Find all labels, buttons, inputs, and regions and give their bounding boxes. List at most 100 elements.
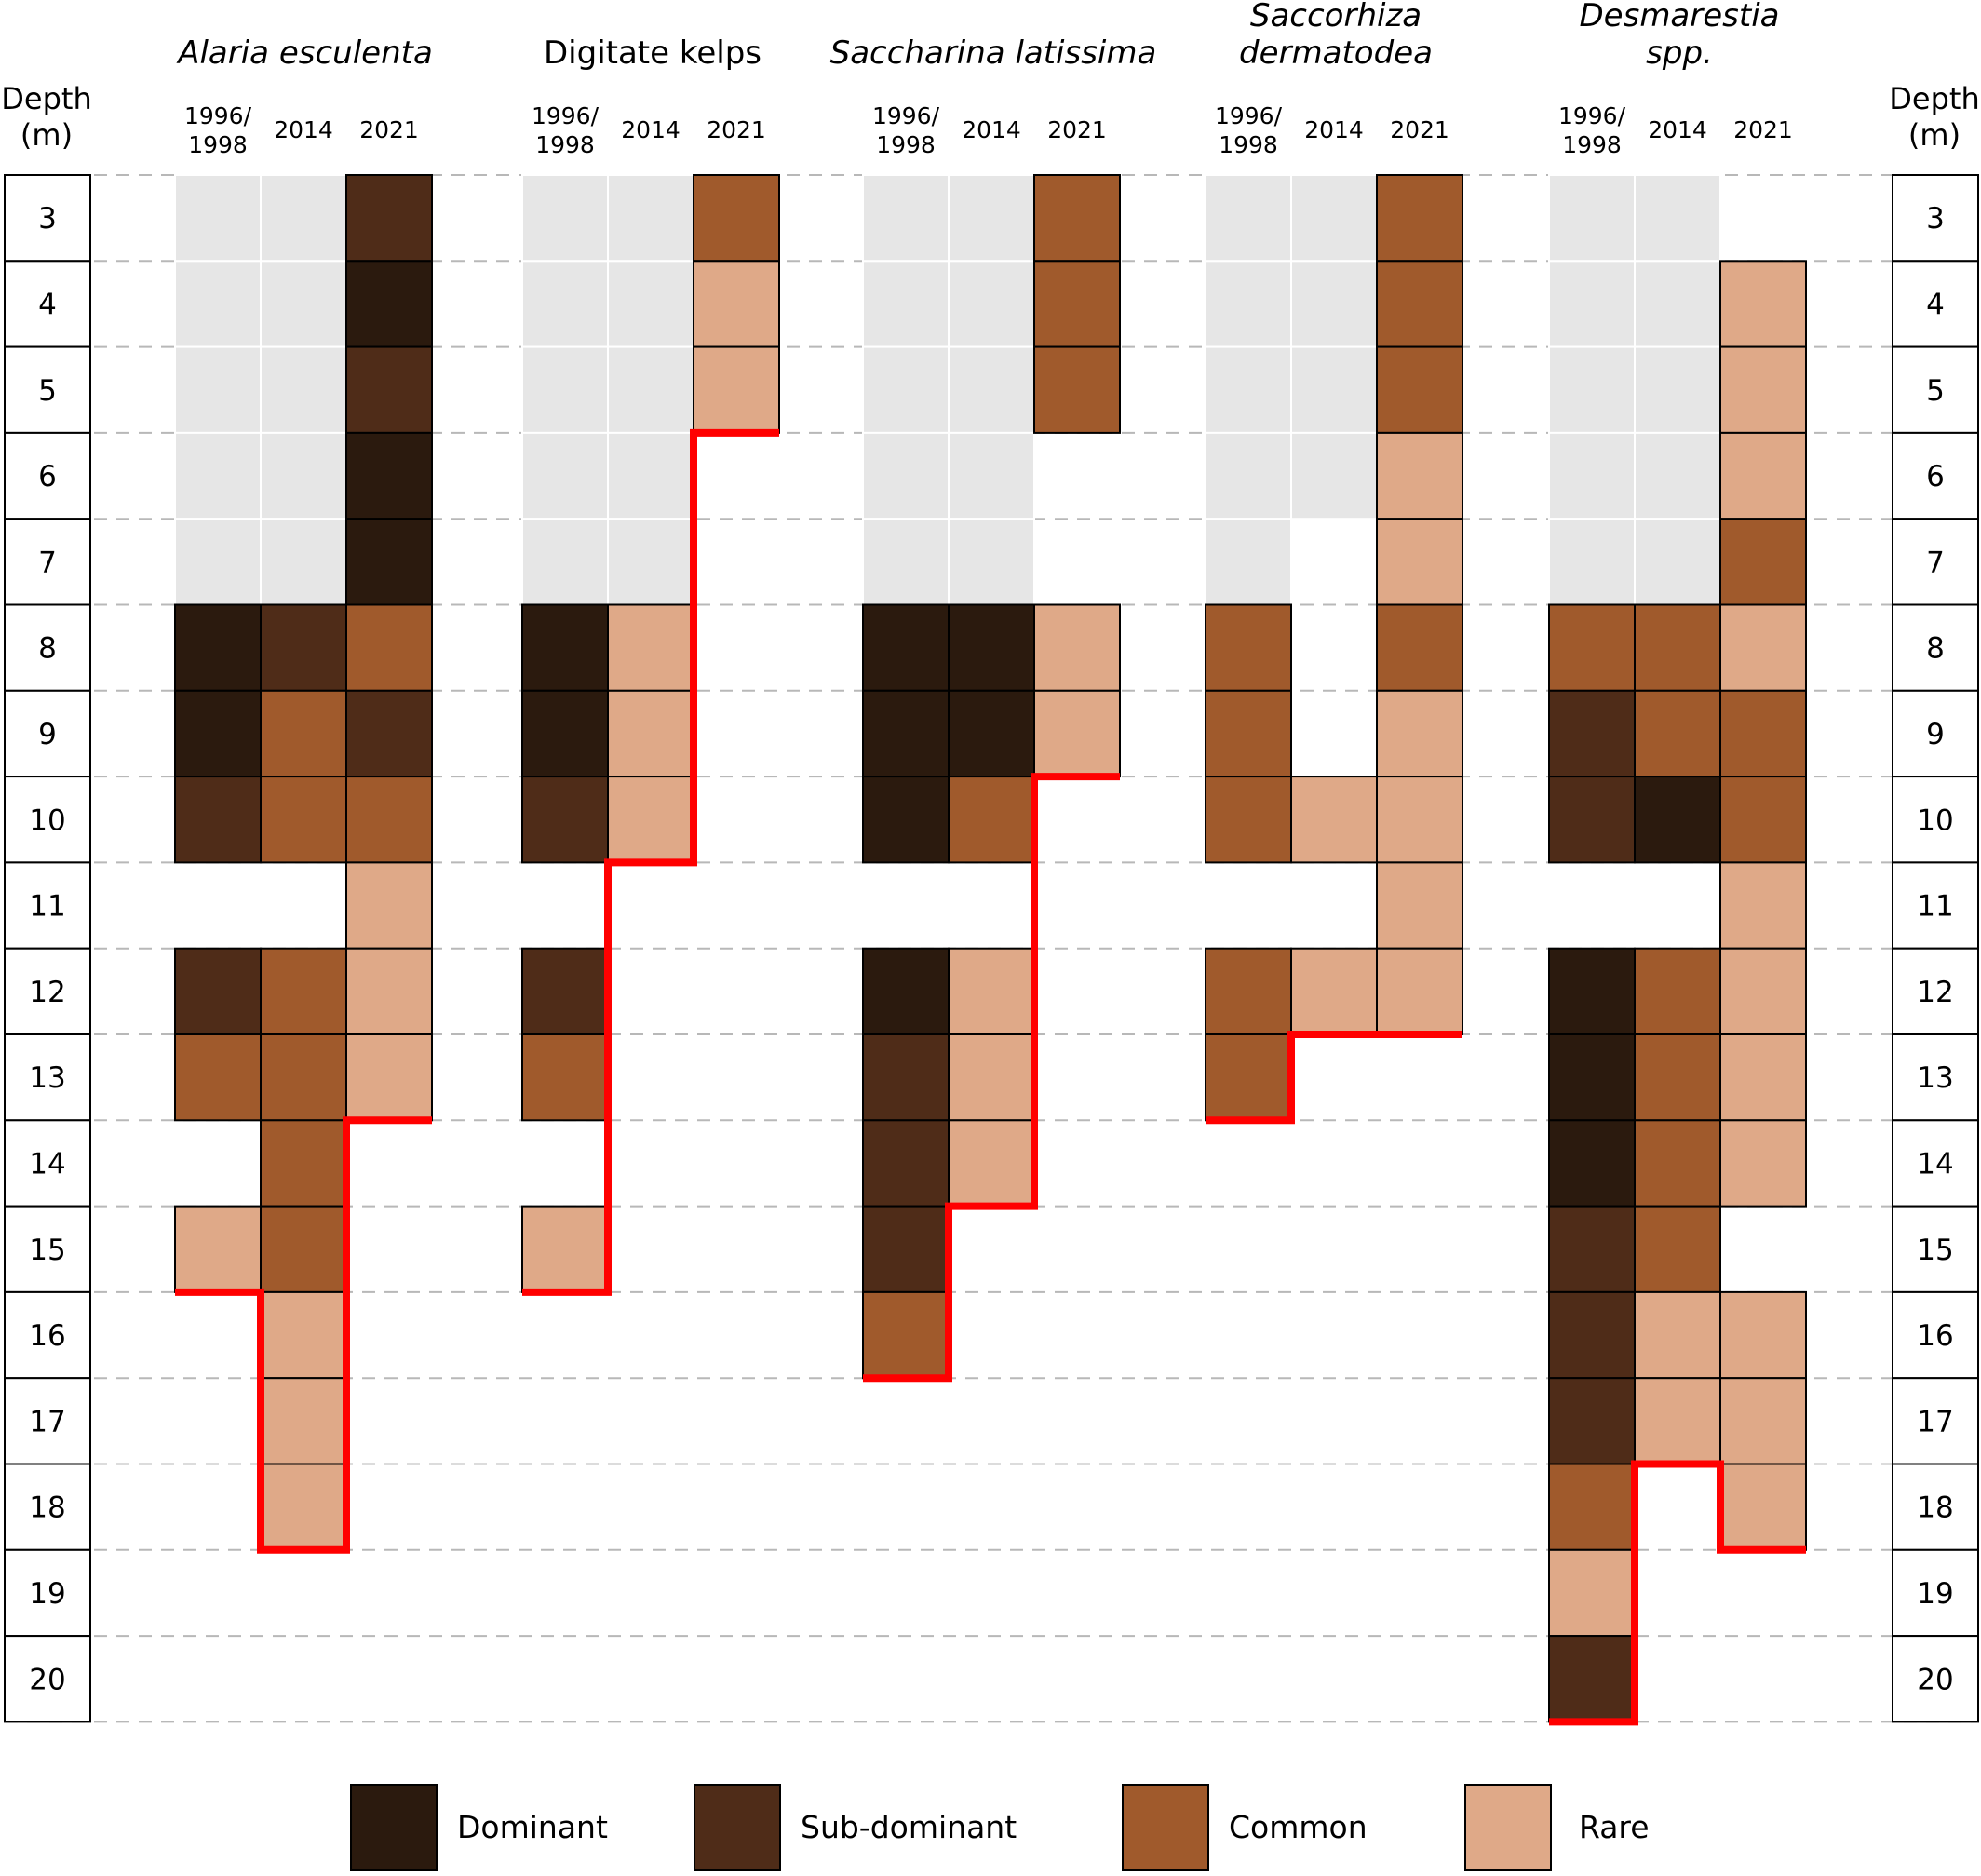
left-depth-box [4,1290,91,1380]
cell-abundance [1634,1377,1721,1465]
left-depth-box [4,518,91,606]
left-depth-box [4,431,91,520]
right-depth-label: 13 [1917,1061,1953,1095]
cell-abundance [174,947,262,1036]
cell-abundance [862,603,950,692]
right-depth-label: 6 [1926,460,1945,493]
right-depth-box [1892,1548,1979,1638]
cell-not-surveyed [607,431,694,520]
cell-abundance [1033,689,1121,778]
left-depth-title: Depth [1,81,91,116]
left-depth-label: 11 [29,890,65,924]
year-label-line1: 1996/ [184,102,252,129]
cell-abundance [1033,345,1121,434]
cell-abundance [260,1290,347,1380]
cell-abundance [1548,603,1636,692]
cell-abundance [1548,1463,1636,1551]
cell-abundance [1719,1290,1807,1380]
species-panel: Saccharina latissima 1996/1998 2014 2021 [830,34,1156,1383]
cell-abundance [948,1119,1035,1208]
cell-not-surveyed [1290,260,1378,348]
cell-abundance [1634,689,1721,778]
cell-not-surveyed [1634,345,1721,434]
cell-abundance [1205,1033,1292,1122]
year-label-line1: 1996/ [1558,102,1626,129]
cell-not-surveyed [948,345,1035,434]
right-depth-box [1892,603,1979,692]
cell-abundance [1290,776,1378,864]
year-label: 2014 [962,116,1021,143]
year-label: 2021 [1047,116,1107,143]
cell-not-surveyed [607,345,694,434]
cell-not-surveyed [521,260,609,348]
lower-limit-line [522,428,779,1296]
cell-not-surveyed [521,518,609,606]
cell-not-surveyed [260,260,347,348]
cell-abundance [345,260,433,348]
year-label-line2: 1998 [1219,131,1278,158]
cell-not-surveyed [521,345,609,434]
year-label: 2021 [1733,116,1793,143]
left-depth-box [4,689,91,778]
cell-abundance [948,776,1035,864]
cell-abundance [1719,1463,1807,1551]
lower-limit-line [175,1116,432,1554]
cell-not-surveyed [862,431,950,520]
cell-not-surveyed [1634,260,1721,348]
right-depth-label: 16 [1917,1319,1953,1353]
left-depth-box [4,603,91,692]
left-depth-label: 12 [29,976,65,1009]
right-depth-label: 19 [1917,1577,1953,1611]
species-title-line2: dermatodea [1239,34,1433,72]
cell-abundance [1290,947,1378,1036]
cell-not-surveyed [174,518,262,606]
cell-not-surveyed [1634,174,1721,263]
left-depth-label: 16 [29,1319,65,1353]
right-depth-box [1892,1635,1979,1723]
cell-not-surveyed [862,345,950,434]
left-depth-label: 18 [29,1491,65,1525]
left-depth-label: 13 [29,1061,65,1095]
species-title-line2: spp. [1646,34,1713,72]
cell-abundance [1033,174,1121,263]
cell-not-surveyed [521,174,609,263]
cell-abundance [948,689,1035,778]
legend-swatch [350,1784,438,1871]
cell-abundance [1719,431,1807,520]
left-depth-label: 20 [29,1663,65,1696]
left-depth-box [4,174,91,263]
species-title-line1: Desmarestia [1580,0,1780,34]
legend-label: Sub-dominant [801,1809,1017,1845]
legend-swatch [1464,1784,1552,1871]
lower-limit-line [863,773,1120,1383]
cell-abundance [1033,603,1121,692]
left-depth-unit: (m) [20,117,73,153]
year-label: 2021 [359,116,419,143]
species-title: Alaria esculenta [176,34,433,72]
year-label: 2021 [707,116,766,143]
right-depth-box [1892,345,1979,434]
right-depth-box [1892,776,1979,864]
cell-abundance [1719,345,1807,434]
right-depth-box [1892,260,1979,348]
cell-abundance [1548,1635,1636,1723]
cell-abundance [345,776,433,864]
cell-abundance [1634,603,1721,692]
cell-abundance [862,1290,950,1380]
species-title-line1: Saccorhiza [1250,0,1422,34]
left-depth-label: 6 [38,460,57,493]
cell-abundance [862,689,950,778]
cell-abundance [260,1119,347,1208]
cell-abundance [174,1205,262,1293]
cell-not-surveyed [260,345,347,434]
cell-abundance [1548,947,1636,1036]
cell-abundance [1548,1548,1636,1638]
cell-abundance [693,260,780,348]
cell-abundance [1548,1377,1636,1465]
right-depth-label: 14 [1917,1147,1953,1181]
cell-abundance [174,1033,262,1122]
year-label: 2014 [1304,116,1364,143]
cell-not-surveyed [174,260,262,348]
cell-abundance [1719,603,1807,692]
